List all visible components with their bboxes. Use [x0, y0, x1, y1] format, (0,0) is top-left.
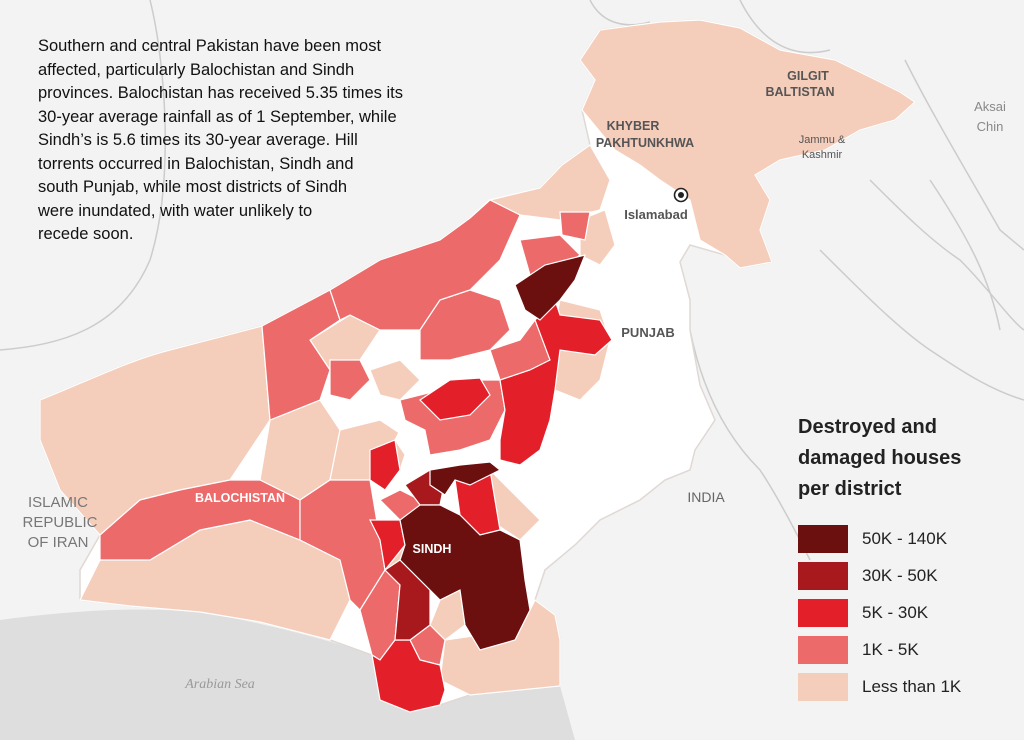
- label-aksai-line2: Chin: [977, 119, 1004, 134]
- label-kp-line1: KHYBER: [607, 119, 660, 133]
- legend-title-line: per district: [798, 478, 902, 500]
- no-data-area: [394, 419, 431, 466]
- legend-item-5k-30k: 5K - 30K: [798, 594, 1018, 631]
- legend-swatch: [798, 524, 848, 553]
- label-iran-line3: OF IRAN: [28, 534, 89, 551]
- label-iran-line2: REPUBLIC: [22, 514, 97, 531]
- intro-line: were inundated, with water unlikely to: [38, 201, 313, 220]
- intro-line: provinces. Balochistan has received 5.35…: [38, 84, 404, 102]
- legend-swatch: [798, 561, 848, 590]
- label-sindh: SINDH: [413, 542, 452, 556]
- label-kp-line2: PAKHTUNKHWA: [596, 136, 694, 150]
- legend-label: 1K - 5K: [862, 639, 919, 659]
- legend-swatch: [798, 598, 848, 627]
- label-jk-line2: Kashmir: [802, 149, 843, 161]
- legend-label: Less than 1K: [862, 676, 962, 696]
- legend: Destroyed and damaged houses per distric…: [798, 412, 1018, 705]
- intro-line: recede soon.: [38, 225, 134, 243]
- intro-line: 30-year average rainfall as of 1 Septemb…: [38, 107, 397, 126]
- intro-line: Sindh’s is 5.6 times its 30-year average…: [38, 131, 358, 149]
- intro-line: south Punjab, while most districts of Si…: [38, 178, 348, 196]
- legend-title-line: damaged houses: [798, 447, 962, 469]
- legend-title-line: Destroyed and: [798, 416, 937, 438]
- legend-item-1k-5k: 1K - 5K: [798, 631, 1018, 668]
- legend-swatch: [798, 635, 848, 664]
- legend-label: 50K - 140K: [862, 528, 948, 548]
- label-gilgit-line2: BALTISTAN: [766, 85, 835, 99]
- legend-item-less-than-1k: Less than 1K: [798, 668, 1018, 705]
- legend-title: Destroyed and damaged houses per distric…: [798, 412, 1018, 505]
- legend-item-30k-50k: 30K - 50K: [798, 557, 1018, 594]
- legend-item-50k-140k: 50K - 140K: [798, 520, 1018, 557]
- label-aksai-line1: Aksai: [974, 99, 1006, 114]
- label-arabian-sea: Arabian Sea: [184, 677, 255, 692]
- label-islamabad: Islamabad: [624, 207, 688, 222]
- legend-swatch: [798, 672, 848, 701]
- label-punjab: PUNJAB: [621, 325, 674, 340]
- intro-line: Southern and central Pakistan have been …: [38, 37, 382, 55]
- districts-5k-30k: [369, 298, 613, 713]
- legend-label: 30K - 50K: [862, 565, 938, 585]
- legend-items: 50K - 140K 30K - 50K 5K - 30K 1K - 5K Le…: [798, 520, 1018, 705]
- intro-line: torrents occurred in Balochistan, Sindh …: [38, 154, 354, 173]
- label-iran-line1: ISLAMIC: [28, 494, 88, 511]
- intro-paragraph: Southern and central Pakistan have been …: [38, 35, 458, 247]
- intro-line: affected, particularly Balochistan and S…: [38, 60, 355, 79]
- label-balochistan: BALOCHISTAN: [195, 491, 285, 505]
- districts-50k-140k: [399, 254, 586, 651]
- legend-label: 5K - 30K: [862, 602, 929, 622]
- border-lines: [0, 0, 1024, 561]
- label-jk-line1: Jammu &: [799, 134, 846, 146]
- islamabad-marker-icon: [673, 187, 689, 203]
- label-india: INDIA: [687, 489, 725, 505]
- label-gilgit-line1: GILGIT: [787, 69, 829, 83]
